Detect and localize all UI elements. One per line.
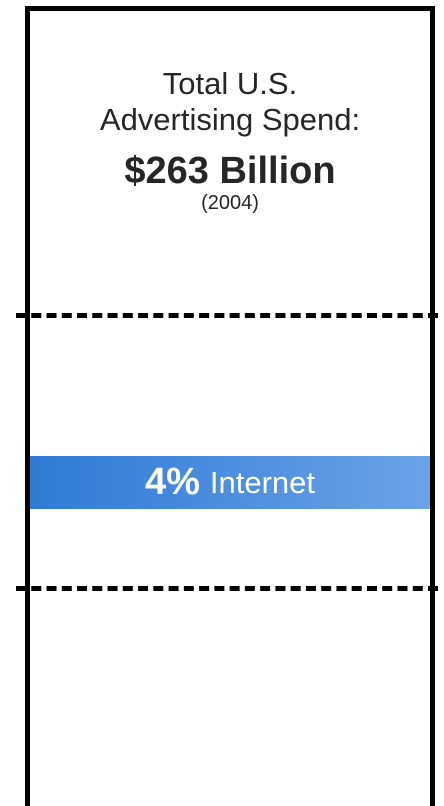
- chart-title-line-1: Total U.S.: [162, 66, 298, 101]
- total-year: (2004): [201, 192, 259, 214]
- chart-title-block: Total U.S. Advertising Spend: $263 Billi…: [30, 66, 430, 214]
- internet-segment-bar: 4% Internet: [30, 456, 430, 509]
- chart-title-line-2: Advertising Spend:: [99, 102, 361, 137]
- total-amount: $263 Billion: [124, 150, 336, 192]
- internet-segment-label: Internet: [209, 464, 316, 500]
- dashed-divider-bottom: [16, 586, 438, 591]
- internet-percent-label: 4%: [144, 461, 200, 503]
- spend-column: [25, 6, 435, 806]
- dashed-divider-top: [16, 313, 438, 318]
